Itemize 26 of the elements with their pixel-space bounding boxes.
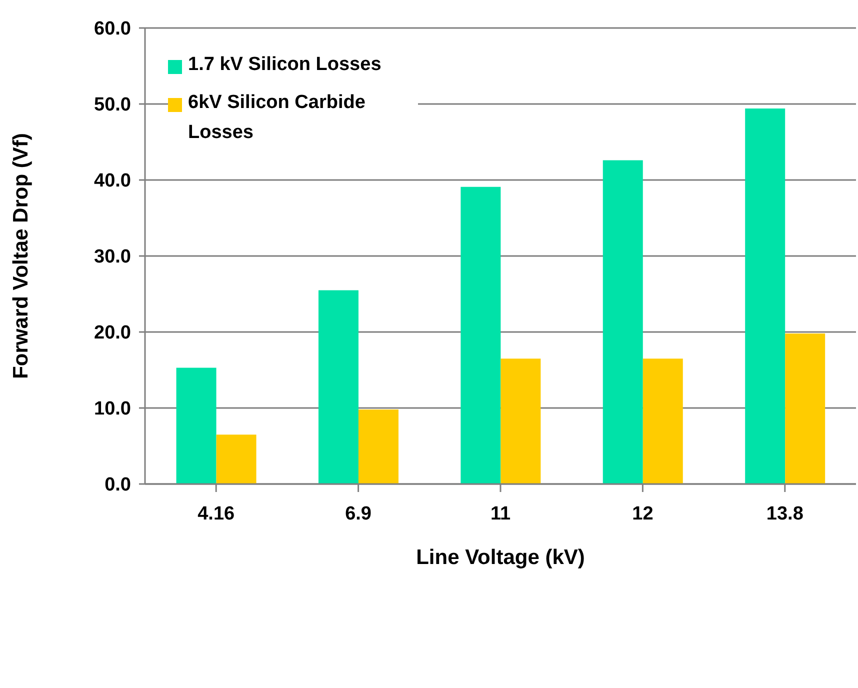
x-tick-label: 4.16 <box>198 503 235 524</box>
y-tick-label: 30.0 <box>94 246 131 268</box>
y-axis-title: Forward Voltae Drop (Vf) <box>9 133 32 379</box>
x-tick-label: 13.8 <box>766 503 804 524</box>
bar <box>358 410 398 484</box>
bar <box>602 160 643 484</box>
bar <box>642 358 683 484</box>
y-tick-label: 0.0 <box>104 474 131 496</box>
y-tick-label: 50.0 <box>94 94 131 116</box>
legend-label: 1.7 kV Silicon Losses <box>188 53 382 77</box>
legend-label: 6kV Silicon Carbide Losses <box>188 91 366 145</box>
bar <box>176 368 216 484</box>
x-tick-label: 6.9 <box>345 503 372 524</box>
bar <box>216 434 256 484</box>
bar <box>745 108 786 484</box>
y-tick-label: 20.0 <box>94 322 131 344</box>
x-tick-label: 11 <box>490 503 511 524</box>
bar <box>785 334 826 484</box>
y-tick-label: 60.0 <box>94 18 131 40</box>
x-tick-label: 12 <box>632 503 654 524</box>
bar <box>318 290 358 484</box>
x-axis-title: Line Voltage (kV) <box>416 546 585 569</box>
bar <box>460 186 501 484</box>
bar <box>500 358 541 484</box>
y-tick-label: 40.0 <box>94 170 131 192</box>
y-tick-label: 10.0 <box>94 398 131 420</box>
